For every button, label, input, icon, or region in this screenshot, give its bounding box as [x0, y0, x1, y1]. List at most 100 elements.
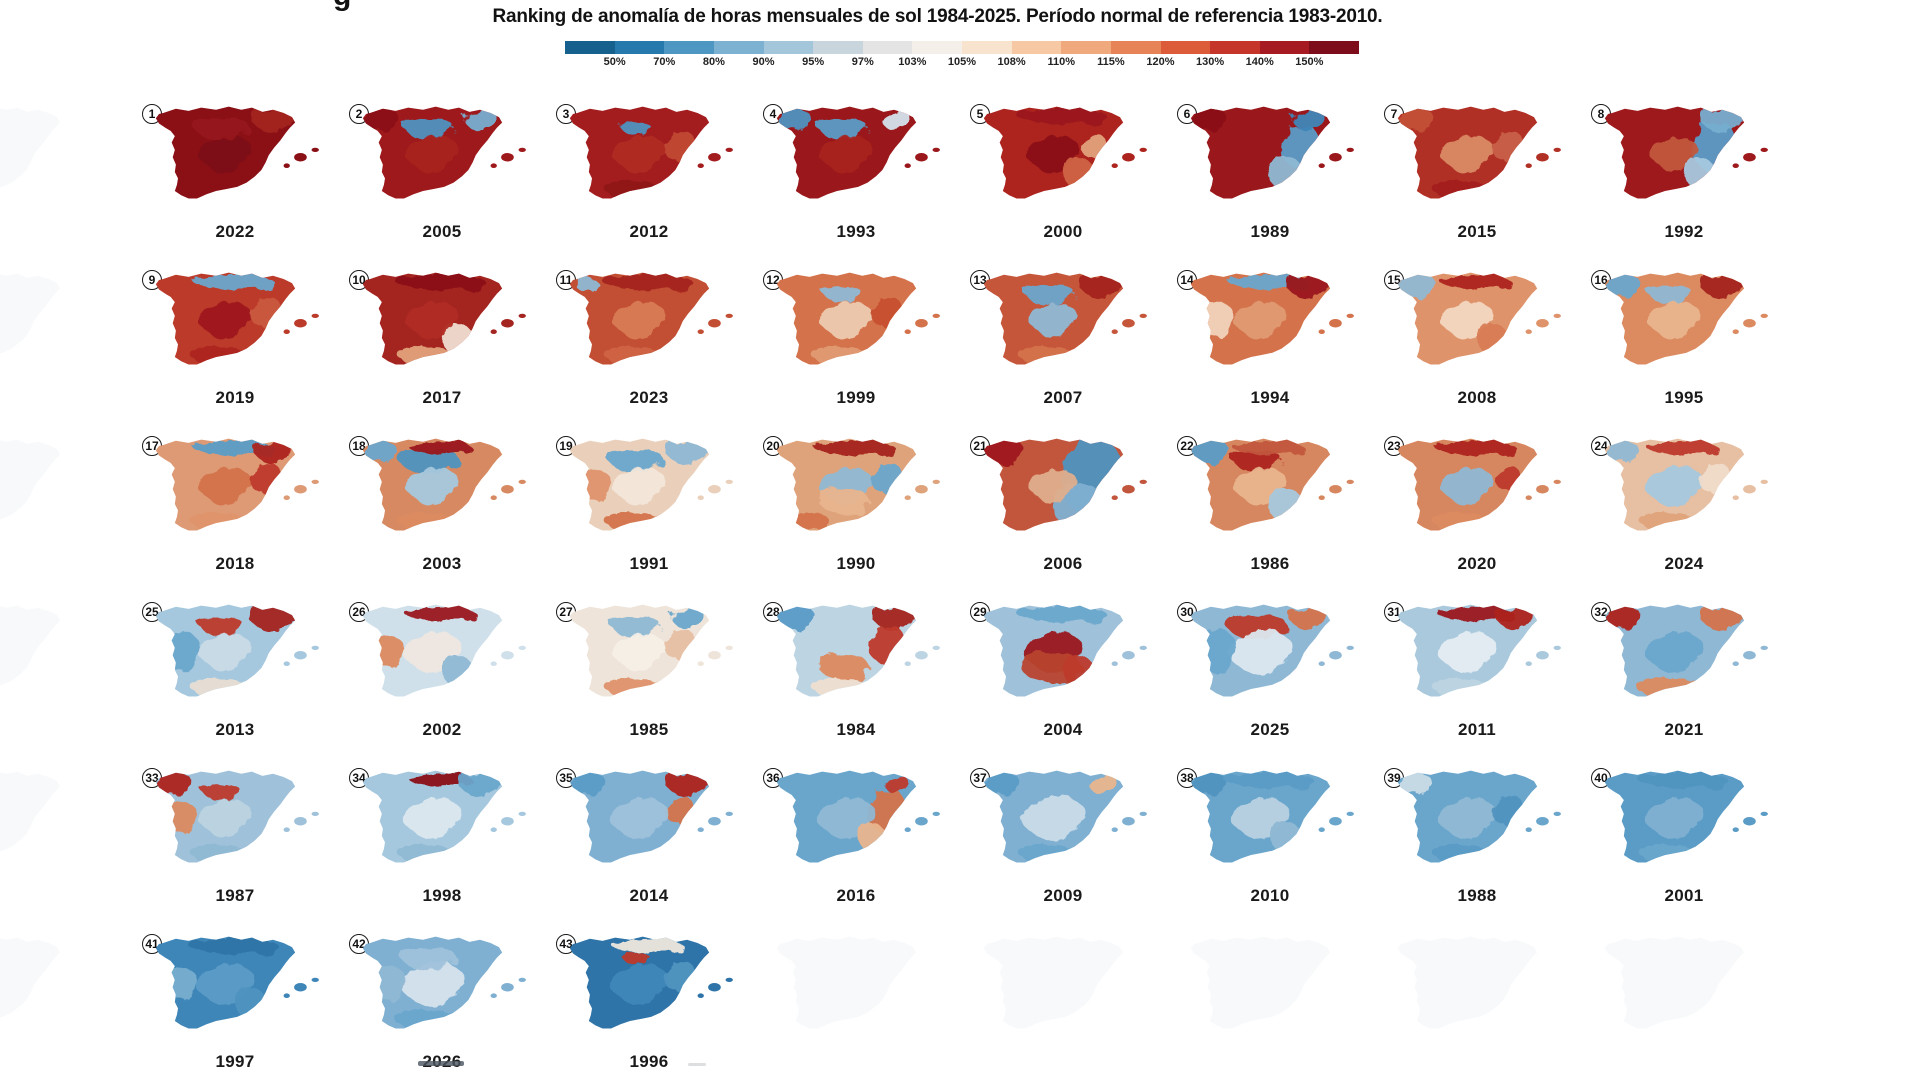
year-label: 2004 — [1043, 720, 1083, 739]
spain-map — [569, 604, 733, 697]
legend-color-segment — [763, 41, 814, 54]
year-label: 1999 — [836, 388, 876, 407]
spain-map — [1397, 106, 1561, 199]
legend-tick-label: 50% — [603, 56, 626, 68]
spain-map — [362, 106, 526, 199]
year-label: 2003 — [422, 554, 462, 573]
year-label: 1987 — [215, 886, 255, 905]
year-label: 1995 — [1664, 388, 1704, 407]
map-cell: 6 1989 — [1175, 98, 1365, 248]
year-label: 1992 — [1664, 222, 1704, 241]
year-label: 2001 — [1664, 886, 1704, 905]
spain-map — [155, 770, 319, 863]
year-label: 1991 — [629, 554, 669, 573]
ghost-map — [0, 272, 61, 365]
ghost-map — [0, 770, 61, 863]
legend-tick-label: 70% — [653, 56, 676, 68]
map-cell: 15 2008 — [1382, 264, 1572, 414]
year-label: 2008 — [1457, 388, 1497, 407]
legend-color-segment — [1309, 41, 1359, 54]
map-cell: 7 2015 — [1382, 98, 1572, 248]
spain-map — [1190, 770, 1354, 863]
spain-map — [1604, 438, 1768, 531]
year-label: 2006 — [1043, 554, 1083, 573]
legend-color-segment — [664, 41, 714, 54]
spain-map — [1397, 770, 1561, 863]
year-label: 2023 — [629, 388, 669, 407]
legend-tick-label: 105% — [947, 56, 977, 68]
bottom-artifact — [418, 1061, 464, 1066]
spain-map — [776, 770, 940, 863]
spain-map — [362, 438, 526, 531]
map-cell: 9 2019 — [140, 264, 330, 414]
spain-map — [1190, 106, 1354, 199]
year-label: 2019 — [215, 388, 255, 407]
spain-map — [1190, 272, 1354, 365]
year-label: 2025 — [1250, 720, 1290, 739]
spain-map — [1190, 438, 1354, 531]
spain-map — [569, 272, 733, 365]
year-label: 2011 — [1457, 720, 1497, 739]
year-label: 1989 — [1250, 222, 1290, 241]
map-cell: 43 1996 — [554, 928, 744, 1078]
map-cell: 14 1994 — [1175, 264, 1365, 414]
spain-map — [155, 438, 319, 531]
year-label: 1986 — [1250, 554, 1290, 573]
ghost-map — [1190, 936, 1331, 1029]
year-label: 2013 — [215, 720, 255, 739]
year-label: 2016 — [836, 886, 876, 905]
map-cell: 16 1995 — [1589, 264, 1779, 414]
year-label: 2009 — [1043, 886, 1083, 905]
clipped-heading-text: g — [333, 0, 367, 13]
chart-title: Ranking de anomalía de horas mensuales d… — [492, 6, 1383, 27]
map-cell: 21 2006 — [968, 430, 1158, 580]
year-label: 1997 — [215, 1052, 255, 1071]
year-label: 2020 — [1457, 554, 1497, 573]
map-cell: 33 1987 — [140, 762, 330, 912]
map-cell: 40 2001 — [1589, 762, 1779, 912]
spain-map — [362, 936, 526, 1029]
legend-tick-label: 150% — [1295, 56, 1324, 68]
spain-map — [155, 272, 319, 365]
map-cell: 8 1992 — [1589, 98, 1779, 248]
year-label: 1993 — [836, 222, 876, 241]
year-label: 2022 — [215, 222, 255, 241]
spain-map — [983, 770, 1147, 863]
spain-map — [155, 936, 319, 1029]
map-cell: 23 2020 — [1382, 430, 1572, 580]
map-cell: 2 2005 — [347, 98, 537, 248]
spain-map — [776, 272, 940, 365]
map-cell: 25 2013 — [140, 596, 330, 746]
map-cell: 4 1993 — [761, 98, 951, 248]
legend-color-segment — [912, 41, 962, 54]
year-label: 2005 — [422, 222, 462, 241]
spain-map — [362, 272, 526, 365]
spain-map — [776, 604, 940, 697]
year-label: 1990 — [836, 554, 876, 573]
year-label: 2015 — [1457, 222, 1497, 241]
spain-map — [362, 604, 526, 697]
spain-map — [1604, 272, 1768, 365]
map-cell: 12 1999 — [761, 264, 951, 414]
legend-color-segment — [1061, 41, 1111, 54]
map-cell: 30 2025 — [1175, 596, 1365, 746]
map-cell: 3 2012 — [554, 98, 744, 248]
map-cell: 26 2002 — [347, 596, 537, 746]
legend-tick-label: 103% — [898, 56, 927, 68]
map-cell: 24 2024 — [1589, 430, 1779, 580]
legend-color-segment — [1210, 41, 1260, 54]
spain-map — [569, 770, 733, 863]
map-cell: 31 2011 — [1382, 596, 1572, 746]
ghost-map — [0, 604, 61, 697]
year-label: 1984 — [836, 720, 876, 739]
map-cell: 32 2021 — [1589, 596, 1779, 746]
map-cell: 35 2014 — [554, 762, 744, 912]
legend-tick-label: 130% — [1196, 56, 1225, 68]
ghost-map — [983, 936, 1124, 1029]
map-cell: 11 2023 — [554, 264, 744, 414]
map-cell: 10 2017 — [347, 264, 537, 414]
spain-map — [776, 106, 940, 199]
spain-map — [155, 106, 319, 199]
map-cell: 13 2007 — [968, 264, 1158, 414]
